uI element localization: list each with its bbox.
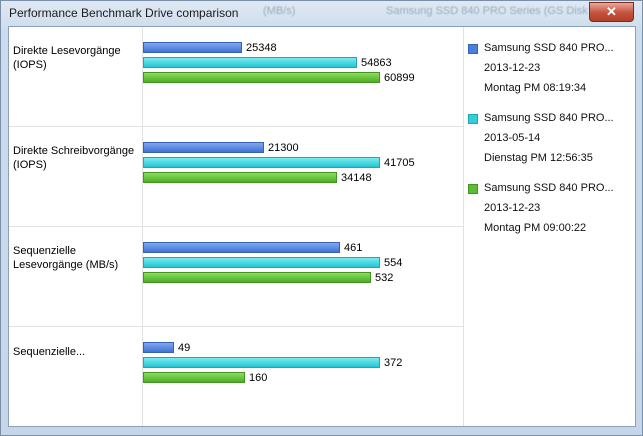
legend-drive-name: Samsung SSD 840 PRO... <box>484 42 614 54</box>
bar-value-label: 160 <box>249 372 268 384</box>
legend-time: Montag PM 08:19:34 <box>484 82 587 94</box>
row-separator <box>9 226 463 227</box>
bar-series-2-cat-4 <box>143 357 380 368</box>
bar-series-3-cat-2 <box>143 172 337 183</box>
bar-value-label: 461 <box>344 242 363 254</box>
bar-value-label: 532 <box>375 272 394 284</box>
bar-value-label: 34148 <box>341 172 372 184</box>
bar-series-1-cat-2 <box>143 142 264 153</box>
legend-drive-name: Samsung SSD 840 PRO... <box>484 112 614 124</box>
bar-value-label: 21300 <box>268 142 299 154</box>
legend-date: 2013-12-23 <box>484 202 541 214</box>
legend-time: Dienstag PM 12:56:35 <box>484 152 593 164</box>
bar-series-1-cat-1 <box>143 42 242 53</box>
bar-value-label: 60899 <box>384 72 415 84</box>
bar-value-label: 41705 <box>384 157 415 169</box>
background-window-text: (MB/s) <box>263 5 296 17</box>
bar-value-label: 25348 <box>246 42 277 54</box>
category-label-sequential-read: Sequenzielle Lesevorgänge (MB/s) <box>13 245 119 271</box>
bar-series-3-cat-4 <box>143 372 245 383</box>
legend-swatch-blue <box>468 44 478 54</box>
window-title: Performance Benchmark Drive comparison <box>9 6 239 20</box>
bar-chart: Direkte Lesevorgänge (IOPS) Direkte Schr… <box>9 27 464 426</box>
legend-time: Montag PM 09:00:22 <box>484 222 587 234</box>
category-label-sequential-other: Sequenzielle... <box>13 346 86 358</box>
bar-series-1-cat-4 <box>143 342 174 353</box>
legend: Samsung SSD 840 PRO... 2013-12-23 Montag… <box>468 27 633 426</box>
bar-series-3-cat-1 <box>143 72 380 83</box>
row-separator <box>9 126 463 127</box>
legend-swatch-green <box>468 184 478 194</box>
category-label-random-write: Direkte Schreibvorgänge (IOPS) <box>13 145 135 171</box>
legend-drive-name: Samsung SSD 840 PRO... <box>484 182 614 194</box>
legend-date: 2013-05-14 <box>484 132 541 144</box>
bar-series-3-cat-3 <box>143 272 371 283</box>
bar-series-2-cat-2 <box>143 157 380 168</box>
bar-series-2-cat-1 <box>143 57 357 68</box>
close-button[interactable]: ✕ <box>589 2 634 22</box>
bar-value-label: 54863 <box>361 57 392 69</box>
legend-date: 2013-12-23 <box>484 62 541 74</box>
background-window-text: Samsung SSD 840 PRO Series (GS Disk <box>386 5 588 17</box>
category-label-random-read: Direkte Lesevorgänge (IOPS) <box>13 45 121 71</box>
bar-value-label: 49 <box>178 342 191 354</box>
bar-value-label: 372 <box>384 357 403 369</box>
legend-swatch-cyan <box>468 114 478 124</box>
comparison-panel: Direkte Lesevorgänge (IOPS) Direkte Schr… <box>8 26 636 427</box>
bar-series-1-cat-3 <box>143 242 340 253</box>
bar-value-label: 554 <box>384 257 403 269</box>
bar-series-2-cat-3 <box>143 257 380 268</box>
row-separator <box>9 326 463 327</box>
